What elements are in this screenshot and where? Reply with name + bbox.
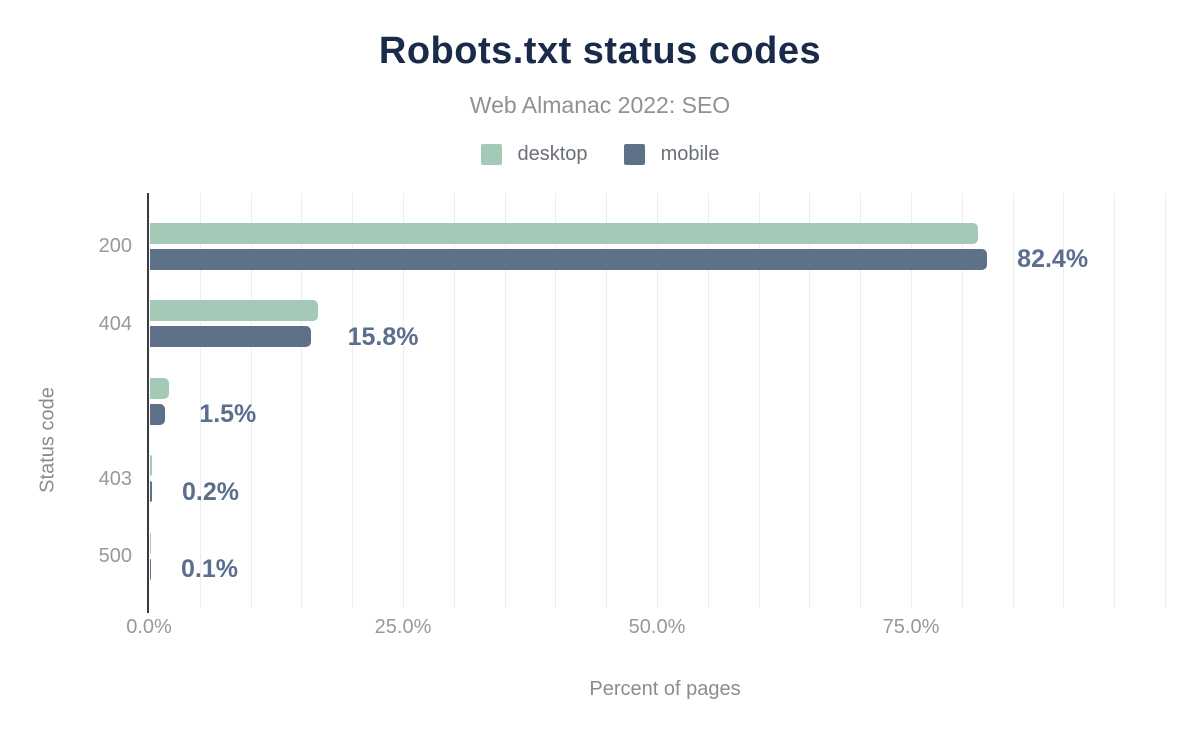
x-tick-label-50.0%: 50.0% [628,616,686,638]
desktop-bar [150,222,979,244]
category-label-blank [0,389,132,413]
chart-title: Robots.txt status codes [378,30,822,72]
chart-subtitle: Web Almanac 2022: SEO [469,92,731,118]
desktop-bar [150,377,170,399]
x-tick-label-0.0%: 0.0% [126,616,172,638]
legend: desktop mobile [0,143,1200,166]
gridline-30pct [453,193,455,608]
gridline-95pct [1114,193,1116,608]
value-label: 0.2% [182,477,240,506]
category-label-403: 403 [98,467,132,490]
gridline-10pct [250,193,252,608]
mobile-bar [150,248,988,270]
gridline-60pct [758,193,760,608]
legend-item-mobile: mobile [623,143,720,166]
value-label: 82.4% [1017,245,1089,273]
gridline-25pct [403,193,404,608]
gridline-50pct [657,193,658,608]
x-tick-label-25.0%: 25.0% [374,616,432,638]
y-axis-line [147,193,149,613]
gridline-20pct [352,193,354,608]
legend-item-desktop: desktop [480,143,588,166]
mobile-bar [150,481,153,502]
legend-label: desktop [517,143,588,165]
gridline-15pct [301,193,303,608]
gridline-90pct [1063,193,1065,608]
value-label: 1.5% [199,400,257,428]
desktop-bar [150,300,318,321]
gridline-100pct [1165,193,1166,608]
gridline-35pct [504,193,506,608]
desktop-bar [150,455,153,476]
value-label: 0.1% [181,555,238,583]
gridline-70pct [860,193,862,608]
legend-label: mobile [660,143,720,165]
mobile-bar [150,326,311,347]
mobile-bar [150,403,166,425]
gridline-55pct [707,193,709,608]
desktop-swatch-icon [480,144,502,165]
value-label: 15.8% [347,322,419,351]
gridline-80pct [961,193,963,608]
gridline-85pct [1012,193,1014,608]
x-axis-title: Percent of pages [589,678,741,700]
desktop-bar [150,532,152,554]
gridline-5pct [199,193,201,608]
category-label-200: 200 [98,235,132,257]
category-label-500: 500 [98,545,132,567]
gridline-40pct [555,193,557,608]
x-tick-label-75.0%: 75.0% [882,616,940,638]
mobile-bar [150,558,152,580]
mobile-swatch-icon [623,144,645,165]
gridline-75pct [911,193,912,608]
gridline-45pct [606,193,608,608]
gridline-65pct [809,193,811,608]
category-label-404: 404 [98,312,132,335]
